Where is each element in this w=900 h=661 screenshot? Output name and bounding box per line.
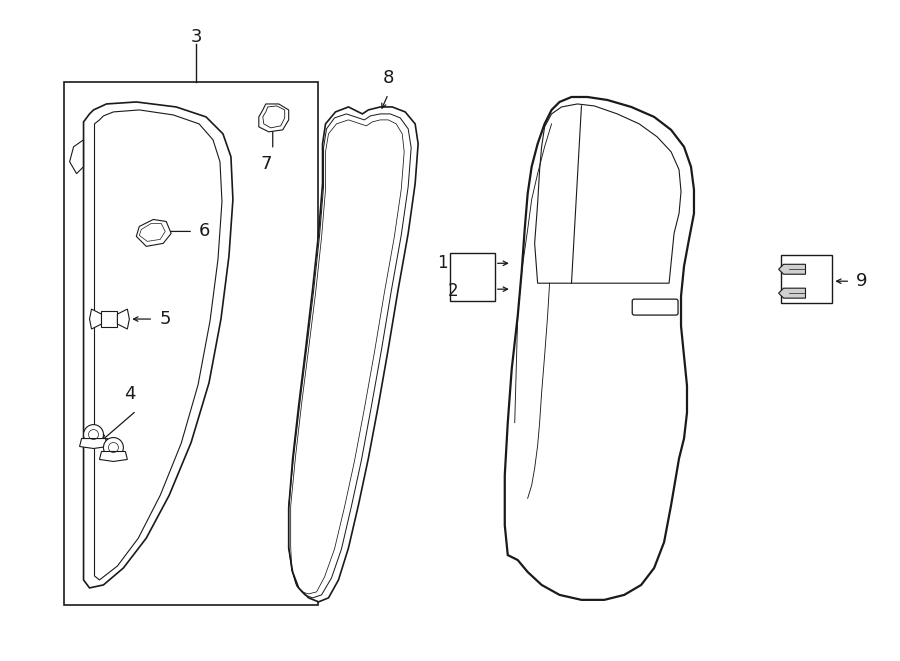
Bar xyxy=(450,253,495,301)
Text: 3: 3 xyxy=(190,28,202,46)
Polygon shape xyxy=(289,107,419,602)
Text: 7: 7 xyxy=(260,155,272,173)
Circle shape xyxy=(84,424,104,444)
Text: 6: 6 xyxy=(199,222,211,241)
Polygon shape xyxy=(778,288,806,298)
Polygon shape xyxy=(89,309,102,329)
Bar xyxy=(780,255,832,303)
Polygon shape xyxy=(778,264,806,274)
Text: 2: 2 xyxy=(447,282,458,300)
Polygon shape xyxy=(100,451,128,461)
Polygon shape xyxy=(259,104,289,132)
Polygon shape xyxy=(79,438,107,449)
Text: 9: 9 xyxy=(856,272,868,290)
Bar xyxy=(64,82,318,605)
Polygon shape xyxy=(136,219,171,247)
Polygon shape xyxy=(505,97,694,600)
Circle shape xyxy=(104,438,123,457)
FancyBboxPatch shape xyxy=(632,299,678,315)
Polygon shape xyxy=(102,311,117,327)
Text: 4: 4 xyxy=(123,385,135,403)
Text: 1: 1 xyxy=(437,254,448,272)
Polygon shape xyxy=(117,309,130,329)
Text: 5: 5 xyxy=(159,310,171,328)
Text: 8: 8 xyxy=(382,69,394,87)
